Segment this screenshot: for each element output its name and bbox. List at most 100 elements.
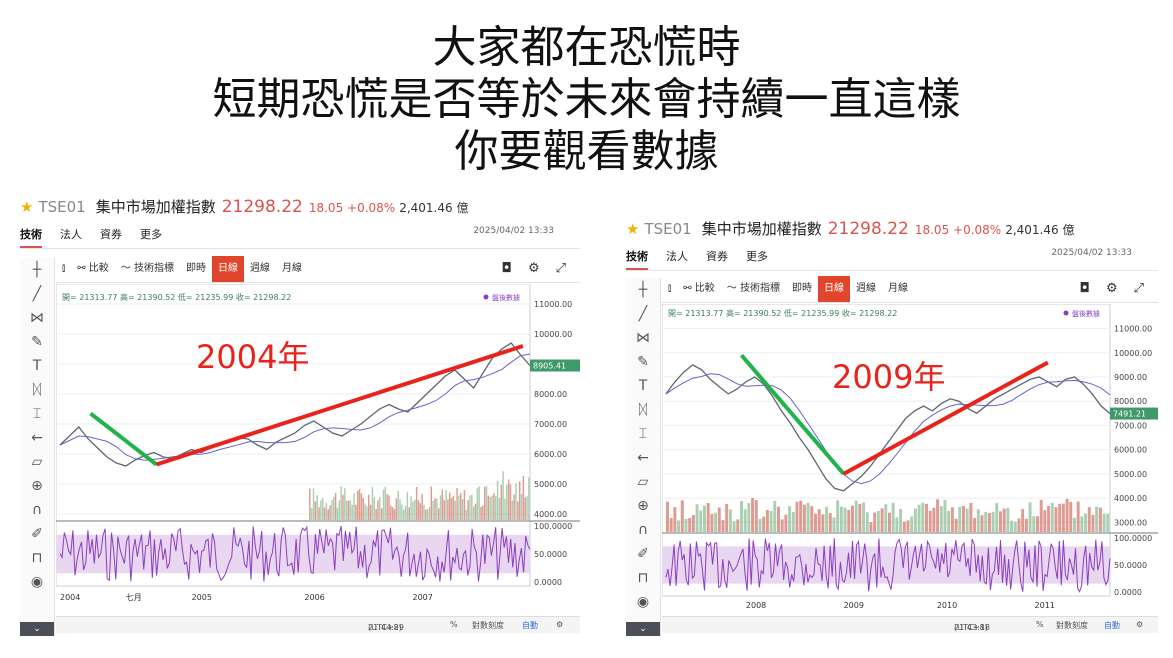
- trendline-icon[interactable]: ╱: [32, 286, 42, 302]
- back-arrow-icon[interactable]: ←: [31, 430, 43, 446]
- trendline-icon[interactable]: ╱: [638, 306, 648, 322]
- volume-bar: [869, 521, 873, 532]
- volume-bar: [472, 506, 475, 520]
- tab-institutional[interactable]: 法人: [666, 250, 688, 263]
- volume-bar: [1021, 508, 1025, 532]
- indicator-icon: 〜: [120, 263, 131, 274]
- unlock-icon[interactable]: ⊓: [31, 550, 43, 566]
- volume-bar: [495, 495, 497, 520]
- tab-margin[interactable]: 資券: [100, 228, 122, 241]
- tab-technical[interactable]: 技術: [20, 226, 42, 248]
- tab-more[interactable]: 更多: [140, 228, 162, 241]
- volume-bar: [784, 514, 788, 532]
- volume-bar: [323, 507, 326, 520]
- camera-icon[interactable]: ◘: [501, 261, 512, 276]
- log-scale-toggle[interactable]: 對數刻度: [1056, 621, 1088, 630]
- weekly-button[interactable]: 週線: [855, 283, 876, 294]
- pattern-icon[interactable]: ᛞ: [32, 382, 42, 398]
- x-tick-label: 2009: [844, 601, 864, 610]
- chevron-down-icon[interactable]: ⌄: [20, 622, 54, 636]
- ruler-icon[interactable]: ▱: [637, 474, 649, 490]
- magnet-icon[interactable]: ∩: [31, 502, 43, 518]
- volume-bar: [958, 506, 962, 532]
- monthly-button[interactable]: 月線: [281, 263, 302, 274]
- chevron-down-icon[interactable]: ⌄: [626, 622, 660, 636]
- gear-icon[interactable]: ⚙: [1105, 281, 1118, 296]
- volume-bar: [799, 500, 803, 532]
- volume-bar: [465, 509, 468, 520]
- volume-bar: [839, 506, 843, 532]
- volume-bar: [528, 477, 530, 520]
- text-icon[interactable]: T: [638, 378, 648, 394]
- volume-bar: [478, 486, 480, 520]
- volume-bar: [1058, 503, 1062, 532]
- tab-institutional[interactable]: 法人: [60, 228, 82, 241]
- pencil-lock-icon[interactable]: ✐: [31, 526, 43, 542]
- volume-bar: [498, 498, 501, 520]
- back-arrow-icon[interactable]: ←: [637, 450, 649, 466]
- eye-icon[interactable]: ◉: [636, 594, 650, 610]
- fibonacci-icon[interactable]: ⋈: [30, 310, 44, 326]
- volume-bar: [386, 494, 388, 520]
- volume-bar: [962, 505, 965, 532]
- indicator-button[interactable]: 〜 技術指標: [721, 276, 786, 302]
- realtime-button[interactable]: 即時: [185, 263, 206, 274]
- volume-bar: [474, 503, 477, 520]
- unlock-icon[interactable]: ⊓: [637, 570, 649, 586]
- realtime-button[interactable]: 即時: [791, 283, 812, 294]
- candles-icon[interactable]: ⫾: [62, 263, 66, 274]
- volume-bar: [509, 484, 512, 520]
- auto-scale-toggle[interactable]: 自動: [522, 621, 538, 630]
- percent-toggle[interactable]: %: [450, 620, 458, 629]
- compare-button[interactable]: ⚯ 比較: [677, 276, 721, 302]
- fullscreen-icon[interactable]: ⤢: [1133, 281, 1144, 296]
- chart-panel-2009: ★ TSE01 集中市場加權指數 21298.22 18.05 +0.08% 2,401.…: [626, 218, 1158, 636]
- pencil-lock-icon[interactable]: ✐: [637, 546, 649, 562]
- tab-more[interactable]: 更多: [746, 250, 768, 263]
- measure-icon[interactable]: ⌶: [638, 426, 648, 442]
- brush-icon[interactable]: ✎: [31, 334, 43, 350]
- gear-icon[interactable]: ⚙: [556, 620, 564, 629]
- gear-icon[interactable]: ⚙: [527, 261, 540, 276]
- eye-icon[interactable]: ◉: [30, 574, 44, 590]
- weekly-button[interactable]: 週線: [249, 263, 270, 274]
- volume-bar: [876, 510, 880, 532]
- daily-button[interactable]: 日線: [817, 276, 850, 302]
- volume-bar: [513, 494, 515, 520]
- legend-label: 盤後數據: [492, 293, 520, 302]
- fullscreen-icon[interactable]: ⤢: [555, 261, 566, 276]
- ruler-icon[interactable]: ▱: [31, 454, 43, 470]
- measure-icon[interactable]: ⌶: [32, 406, 42, 422]
- y-tick-label: 8000.00: [534, 390, 567, 399]
- percent-toggle[interactable]: %: [1036, 620, 1044, 629]
- tab-margin[interactable]: 資券: [706, 250, 728, 263]
- volume-bar: [408, 507, 410, 520]
- camera-icon[interactable]: ◘: [1079, 281, 1090, 296]
- star-icon[interactable]: ★: [626, 220, 640, 238]
- candles-icon[interactable]: ⫾: [668, 283, 672, 294]
- log-scale-toggle[interactable]: 對數刻度: [472, 621, 504, 630]
- fibonacci-icon[interactable]: ⋈: [636, 330, 650, 346]
- monthly-button[interactable]: 月線: [887, 283, 908, 294]
- gear-icon[interactable]: ⚙: [1136, 620, 1144, 629]
- compare-button[interactable]: ⚯ 比較: [71, 256, 115, 282]
- crosshair-icon[interactable]: ┼: [638, 282, 648, 298]
- magnet-icon[interactable]: ∩: [637, 522, 649, 538]
- star-icon[interactable]: ★: [20, 198, 34, 216]
- crosshair-icon[interactable]: ┼: [32, 262, 42, 278]
- daily-button[interactable]: 日線: [211, 256, 244, 282]
- volume-bar: [452, 495, 455, 520]
- volume-bar: [1098, 507, 1102, 532]
- text-icon[interactable]: T: [32, 358, 42, 374]
- volume-bar: [347, 500, 350, 520]
- zoom-in-icon[interactable]: ⊕: [637, 498, 649, 514]
- auto-scale-toggle[interactable]: 自動: [1104, 621, 1120, 630]
- indicator-button[interactable]: 〜 技術指標: [115, 256, 180, 282]
- zoom-in-icon[interactable]: ⊕: [31, 478, 43, 494]
- pattern-icon[interactable]: ᛞ: [638, 402, 648, 418]
- brush-icon[interactable]: ✎: [637, 354, 649, 370]
- compare-icon: ⚯: [683, 283, 692, 294]
- tab-technical[interactable]: 技術: [626, 248, 648, 270]
- volume-bar: [425, 509, 427, 520]
- volume-bar: [338, 500, 341, 520]
